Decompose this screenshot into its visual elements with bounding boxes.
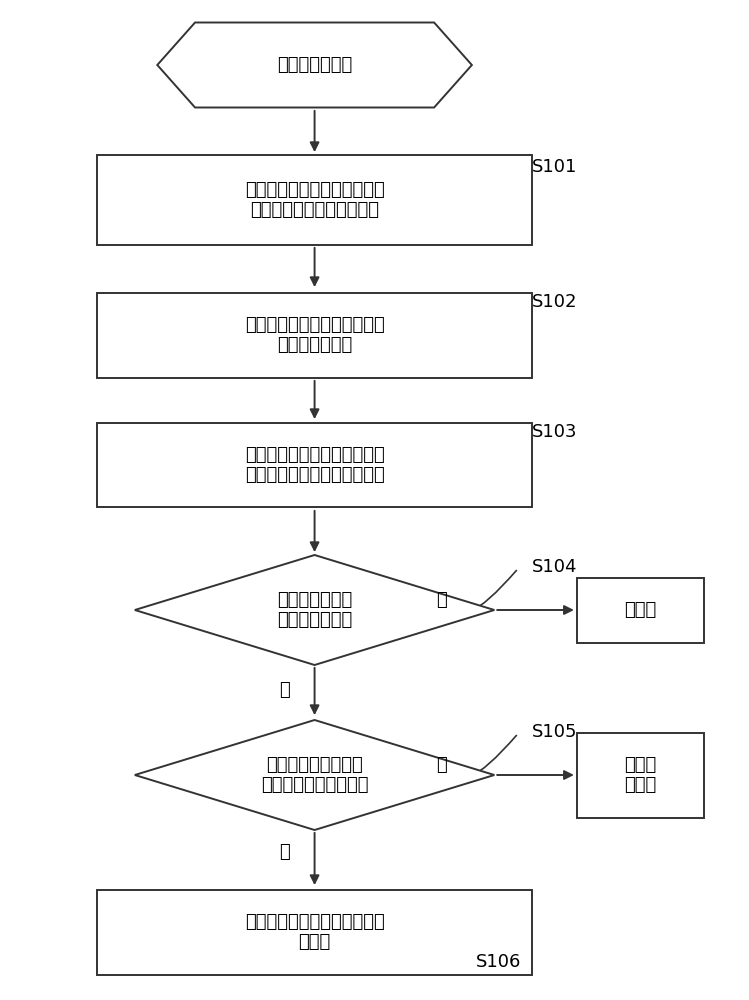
Polygon shape <box>135 555 494 665</box>
Polygon shape <box>157 22 472 107</box>
Text: 否: 否 <box>437 756 447 774</box>
Text: S103: S103 <box>532 423 577 441</box>
Text: 处于熄
屏状态: 处于熄 屏状态 <box>624 756 657 794</box>
Text: 否: 否 <box>437 591 447 609</box>
Text: 熄屏状态的时间是否
超过预先设定的时间？: 熄屏状态的时间是否 超过预先设定的时间？ <box>261 756 369 794</box>
Text: 不动作: 不动作 <box>624 601 657 619</box>
Polygon shape <box>135 720 494 830</box>
Text: 开启自定义锁屏: 开启自定义锁屏 <box>277 56 352 74</box>
Text: S101: S101 <box>532 158 577 176</box>
Text: 是: 是 <box>279 681 290 699</box>
Text: 是: 是 <box>279 843 290 861</box>
FancyBboxPatch shape <box>577 732 704 818</box>
FancyBboxPatch shape <box>97 890 532 974</box>
Text: S105: S105 <box>532 723 577 741</box>
FancyBboxPatch shape <box>97 292 532 377</box>
Text: 自动切换为密码加锁或图案加
锁样式: 自动切换为密码加锁或图案加 锁样式 <box>245 913 384 951</box>
FancyBboxPatch shape <box>97 422 532 507</box>
Text: 接收用户在触摸屏上执行的锁
屏方式，开启对应的锁屏样式: 接收用户在触摸屏上执行的锁 屏方式，开启对应的锁屏样式 <box>245 446 384 484</box>
Text: S104: S104 <box>532 558 577 576</box>
Text: 当前锁屏样式是
否为直接熄屏？: 当前锁屏样式是 否为直接熄屏？ <box>277 591 352 629</box>
FancyBboxPatch shape <box>577 577 704 642</box>
Text: S102: S102 <box>532 293 577 311</box>
Text: S106: S106 <box>476 953 521 971</box>
Text: 建立所述锁屏方式和锁屏样式
之间的对应关系: 建立所述锁屏方式和锁屏样式 之间的对应关系 <box>245 316 384 354</box>
FancyBboxPatch shape <box>97 155 532 245</box>
Text: 列出所述触摸屏可采用的各种
锁屏方式以及各种锁屏样式: 列出所述触摸屏可采用的各种 锁屏方式以及各种锁屏样式 <box>245 181 384 219</box>
